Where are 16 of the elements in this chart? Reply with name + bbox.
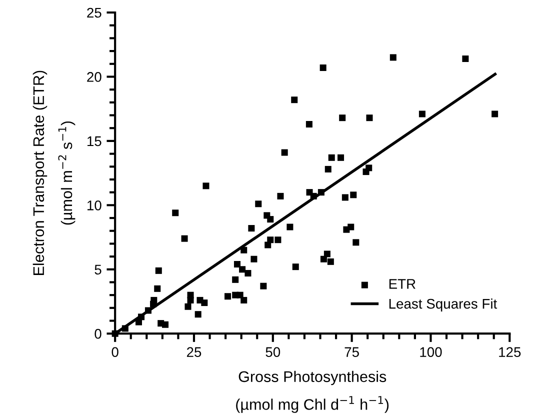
x-tick-label: 75 (344, 347, 359, 357)
y-tick-label: 5 (94, 264, 102, 275)
x-axis-title: Gross Photosynthesis (µmol mg Chl d$^{−1}$ h$^{−1}$) (236, 370, 389, 413)
legend-label: Least Squares Fit (389, 298, 498, 312)
x-tick-label: 100 (420, 347, 442, 357)
x-tick-label: 125 (499, 347, 521, 357)
y-axis-title: Electron Transport Rate (ETR) (µmol m$^{−2}$ s$^{−1}$) (32, 70, 76, 275)
y-tick-label: 0 (94, 328, 102, 339)
y-tick-label: 20 (87, 72, 102, 82)
legend-label: ETR (389, 279, 416, 289)
x-tick-label: 0 (112, 347, 118, 357)
y-tick-label: 25 (87, 8, 102, 18)
y-tick-label: 15 (88, 136, 102, 146)
y-tick-label: 10 (88, 200, 102, 210)
x-tick-label: 50 (266, 347, 280, 357)
x-tick-label: 25 (186, 347, 202, 357)
